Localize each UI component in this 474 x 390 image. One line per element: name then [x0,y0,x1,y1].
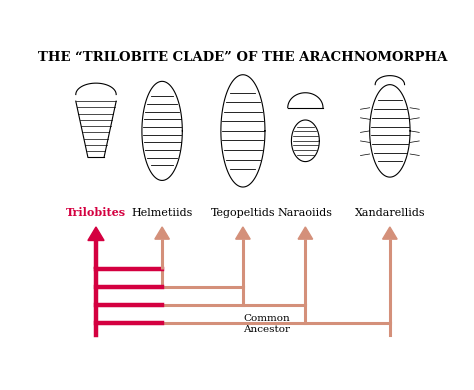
Text: THE “TRILOBITE CLADE” OF THE ARACHNOMORPHA: THE “TRILOBITE CLADE” OF THE ARACHNOMORP… [38,51,447,64]
Polygon shape [298,227,313,239]
Text: Tegopeltids: Tegopeltids [210,208,275,218]
Polygon shape [155,227,169,239]
Polygon shape [88,227,104,241]
Text: Common
Ancestor: Common Ancestor [243,314,290,333]
Text: Trilobites: Trilobites [66,207,126,218]
Text: Naraoiids: Naraoiids [278,208,333,218]
Polygon shape [236,227,250,239]
Polygon shape [383,227,397,239]
Text: Xandarellids: Xandarellids [355,208,425,218]
Text: Helmetiids: Helmetiids [131,208,193,218]
